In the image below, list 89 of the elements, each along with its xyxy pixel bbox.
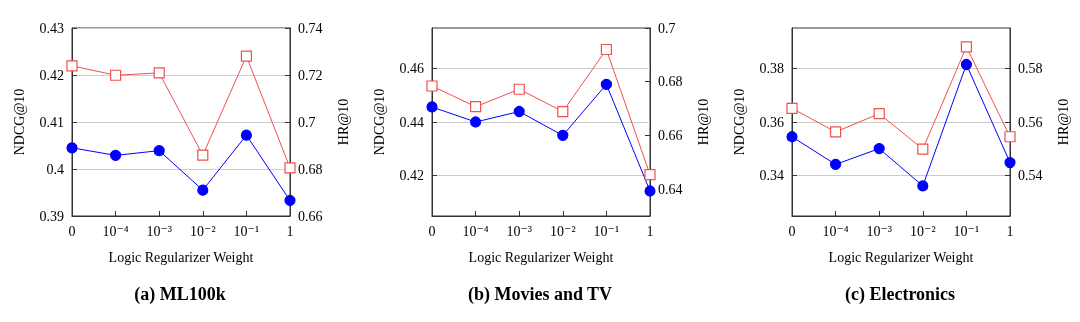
point xyxy=(557,129,569,142)
y-tick-label: 0.38 xyxy=(759,60,784,76)
point xyxy=(284,194,296,207)
point xyxy=(470,116,482,128)
y2-tick-label: 0.54 xyxy=(1018,168,1043,184)
y2-axis-title: HR@10 xyxy=(1055,98,1071,146)
text: (c) Electronics xyxy=(844,284,956,305)
y2-tick-label: 0.68 xyxy=(658,74,683,90)
y2-tick-label: 0.68 xyxy=(298,161,323,177)
y-tick-label: 0.4 xyxy=(46,161,64,177)
x-tick-label: 10⁻³ xyxy=(146,223,172,239)
y2-axis-title: HR@10 xyxy=(695,98,711,146)
x-tick-label: 10⁻³ xyxy=(506,223,532,239)
y-tick-label: 0.39 xyxy=(39,208,64,224)
x-tick-label: 1 xyxy=(286,223,294,239)
point xyxy=(644,169,656,181)
point xyxy=(873,108,885,120)
y-axis-title: NDCG@10 xyxy=(11,88,27,156)
y2-tick-label: 0.74 xyxy=(298,20,323,36)
point xyxy=(830,158,842,171)
x-tick-label: 10⁻¹ xyxy=(233,223,260,239)
x-tick-label: 10⁻³ xyxy=(866,223,892,239)
point xyxy=(786,131,798,143)
x-tick-label: 10⁻⁴ xyxy=(822,223,849,239)
point xyxy=(284,162,296,174)
y-tick-label: 0.44 xyxy=(399,114,424,130)
point xyxy=(513,105,525,118)
x-tick-label: 10⁻² xyxy=(910,223,936,239)
x-tick-label: 1 xyxy=(646,223,654,239)
point xyxy=(513,83,525,95)
y-tick-label: 0.41 xyxy=(39,114,64,130)
y2-tick-label: 0.58 xyxy=(1018,60,1043,76)
y-axis-title: NDCG@10 xyxy=(731,88,747,156)
point xyxy=(1004,131,1016,143)
x-tick-label: 10⁻⁴ xyxy=(102,223,129,239)
y-tick-label: 0.46 xyxy=(399,60,424,76)
x-tick-label: 10⁻⁴ xyxy=(462,223,489,239)
x-tick-label: 1 xyxy=(1006,223,1014,239)
point xyxy=(873,142,885,155)
point xyxy=(470,101,482,113)
x-tick-label: 0 xyxy=(68,223,76,239)
y2-tick-label: 0.7 xyxy=(298,114,316,130)
point xyxy=(240,50,252,62)
y2-tick-label: 0.72 xyxy=(298,67,323,83)
point xyxy=(1004,156,1016,169)
point xyxy=(786,102,798,114)
point xyxy=(197,149,209,161)
point xyxy=(66,142,78,154)
x-tick-label: 0 xyxy=(788,223,796,239)
point xyxy=(240,129,252,141)
y-axis-title: NDCG@10 xyxy=(371,88,387,156)
y-tick-label: 0.42 xyxy=(39,67,64,83)
x-axis-title: Logic Regularizer Weight xyxy=(828,249,974,265)
point xyxy=(153,67,165,79)
y2-tick-label: 0.56 xyxy=(1018,114,1043,130)
x-tick-label: 10⁻¹ xyxy=(953,223,980,239)
x-tick-label: 0 xyxy=(428,223,436,239)
x-axis-title: Logic Regularizer Weight xyxy=(468,249,614,265)
point xyxy=(600,43,612,56)
x-tick-label: 10⁻² xyxy=(190,223,216,239)
y2-tick-label: 0.66 xyxy=(658,127,683,143)
y2-tick-label: 0.7 xyxy=(658,20,676,36)
x-tick-label: 10⁻² xyxy=(550,223,576,239)
point xyxy=(960,58,972,71)
point xyxy=(110,69,122,81)
point xyxy=(110,149,122,161)
y2-axis-title: HR@10 xyxy=(335,98,351,146)
point xyxy=(600,78,612,90)
y-tick-label: 0.43 xyxy=(39,20,64,36)
point xyxy=(66,60,78,72)
point xyxy=(557,105,569,118)
y2-tick-label: 0.66 xyxy=(298,208,323,224)
point xyxy=(960,41,972,53)
text: (a) ML100k xyxy=(134,284,226,305)
y-tick-label: 0.36 xyxy=(759,114,784,130)
y-tick-label: 0.34 xyxy=(759,168,784,184)
y2-tick-label: 0.64 xyxy=(658,181,683,197)
point xyxy=(197,184,209,196)
point xyxy=(830,126,842,138)
point xyxy=(917,143,929,155)
point xyxy=(644,185,656,197)
point xyxy=(426,101,438,113)
text: (b) Movies and TV xyxy=(467,284,613,305)
point xyxy=(426,80,438,92)
x-tick-label: 10⁻¹ xyxy=(593,223,620,239)
y-tick-label: 0.42 xyxy=(399,168,424,184)
point xyxy=(917,180,929,192)
point xyxy=(153,145,165,157)
x-axis-title: Logic Regularizer Weight xyxy=(108,249,254,265)
